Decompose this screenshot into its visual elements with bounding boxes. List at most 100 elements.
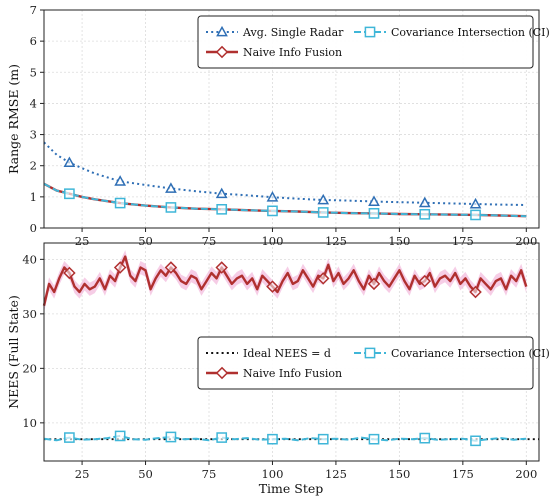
nees-legend: Ideal NEES = d Naive Info Fusion Covaria… <box>197 336 550 390</box>
data-point-square <box>216 203 228 215</box>
data-point-triangle <box>165 182 177 193</box>
nees-x-ticks: 25 50 75 100 125 150 175 200 <box>75 461 537 481</box>
legend-item-avg-single-radar: Avg. Single Radar <box>206 25 344 39</box>
x-tick-label: 125 <box>325 467 347 481</box>
data-point-diamond <box>316 272 330 285</box>
x-tick-label: 150 <box>388 234 410 248</box>
x-tick-label: 200 <box>515 234 537 248</box>
data-point-diamond <box>164 261 178 274</box>
y-tick-label: 4 <box>30 96 37 110</box>
data-point-triangle <box>266 191 279 202</box>
x-tick-label: 200 <box>515 467 537 481</box>
x-tick-label: 75 <box>202 234 217 248</box>
data-point-diamond <box>266 280 279 293</box>
x-tick-label: 75 <box>202 467 217 481</box>
data-point-triangle <box>63 156 76 168</box>
y-tick-label: 1 <box>30 190 37 204</box>
nees-y-ticks: 10 20 30 40 <box>22 252 44 430</box>
data-point-diamond <box>469 285 482 299</box>
legend-diamond-icon <box>215 366 229 380</box>
data-point-diamond <box>63 266 76 280</box>
rmse-y-ticks: 0 1 2 3 4 5 6 7 <box>30 3 44 235</box>
series-covariance-intersection-ci <box>43 430 527 447</box>
rmse-legend-box <box>197 15 534 69</box>
data-point-square <box>114 430 126 442</box>
legend-diamond-icon <box>215 45 229 59</box>
data-point-triangle <box>215 187 228 199</box>
y-tick-label: 2 <box>30 159 37 173</box>
x-tick-label: 175 <box>452 234 474 248</box>
data-point-triangle <box>114 175 127 186</box>
y-tick-label: 3 <box>30 128 37 142</box>
data-point-square <box>317 207 329 218</box>
legend-item-covariance-intersection-2: Covariance Intersection (CI) <box>354 347 550 360</box>
data-point-square <box>470 209 481 221</box>
legend-item-covariance-intersection: Covariance Intersection (CI) <box>354 26 550 39</box>
data-point-square <box>216 432 228 443</box>
x-tick-label: 125 <box>325 234 347 248</box>
legend-label-ideal-nees: Ideal NEES = d <box>243 347 331 360</box>
y-tick-label: 7 <box>30 3 37 17</box>
data-point-triangle <box>317 193 330 205</box>
y-tick-label: 6 <box>30 34 37 48</box>
nees-series <box>42 250 539 447</box>
nees-panel: 25 50 75 100 125 150 175 200 10 20 30 40 NEES (Ful… <box>6 242 550 496</box>
data-point-diamond <box>215 261 228 274</box>
legend-item-ideal-nees: Ideal NEES = d <box>206 347 331 360</box>
data-point-diamond <box>367 277 381 291</box>
data-point-square <box>470 435 481 447</box>
legend-label-naive-info-fusion: Naive Info Fusion <box>243 46 342 59</box>
rmse-plot-frame <box>43 9 540 229</box>
nees-y-axis-label: NEES (Full State) <box>6 295 21 409</box>
data-point-square <box>267 433 278 445</box>
legend-square-icon <box>364 26 376 38</box>
y-tick-label: 30 <box>22 307 37 321</box>
data-point-square <box>64 188 75 200</box>
nees-legend-box <box>197 336 534 390</box>
x-tick-label: 100 <box>261 467 283 481</box>
y-tick-label: 40 <box>22 252 37 266</box>
legend-item-naive-info-fusion: Naive Info Fusion <box>206 45 342 59</box>
rmse-x-ticks: 25 50 75 100 125 150 175 200 <box>75 228 537 248</box>
series-band-naive-info-fusion <box>44 250 527 313</box>
data-point-square <box>267 205 278 217</box>
data-point-square <box>368 433 380 445</box>
series-naive-info-fusion <box>42 250 528 313</box>
rmse-legend: Avg. Single Radar Naive Info Fusion Cova… <box>197 15 550 69</box>
y-tick-label: 10 <box>22 416 37 430</box>
rmse-y-axis-label: Range RMSE (m) <box>6 64 21 174</box>
x-tick-label: 100 <box>261 234 283 248</box>
y-tick-label: 0 <box>30 221 37 235</box>
series-line-covariance-intersection-ci <box>43 182 527 218</box>
data-point-square <box>165 202 177 213</box>
legend-square-icon <box>364 347 376 359</box>
data-point-square <box>64 432 75 443</box>
data-point-square <box>419 208 431 220</box>
x-tick-label: 50 <box>138 467 153 481</box>
legend-triangle-icon <box>216 25 228 37</box>
y-tick-label: 5 <box>30 65 37 79</box>
data-point-triangle <box>418 196 431 208</box>
x-tick-label: 50 <box>138 234 153 248</box>
data-point-triangle <box>469 197 482 209</box>
data-point-diamond <box>418 274 432 288</box>
x-tick-label: 175 <box>452 467 474 481</box>
legend-label-naive-info-fusion-2: Naive Info Fusion <box>243 367 342 380</box>
data-point-diamond <box>113 261 127 274</box>
legend-item-naive-info-fusion-2: Naive Info Fusion <box>206 366 342 380</box>
data-point-square <box>419 432 431 444</box>
y-tick-label: 20 <box>22 361 37 375</box>
series-line-avg-single-radar <box>43 141 527 206</box>
nees-plot-frame <box>43 242 540 462</box>
legend-label-covariance-intersection-2: Covariance Intersection (CI) <box>391 347 550 360</box>
data-point-square <box>165 431 177 443</box>
data-point-square <box>114 197 126 209</box>
x-tick-label: 25 <box>75 467 90 481</box>
legend-label-covariance-intersection: Covariance Intersection (CI) <box>391 26 550 39</box>
x-axis-label: Time Step <box>259 481 324 496</box>
data-point-square <box>317 433 329 445</box>
series-avg-single-radar <box>43 141 527 209</box>
rmse-panel: 25 50 75 100 125 150 175 200 0 1 2 3 4 5 6 7 Range RMS… <box>6 3 550 248</box>
data-point-triangle <box>368 195 380 206</box>
